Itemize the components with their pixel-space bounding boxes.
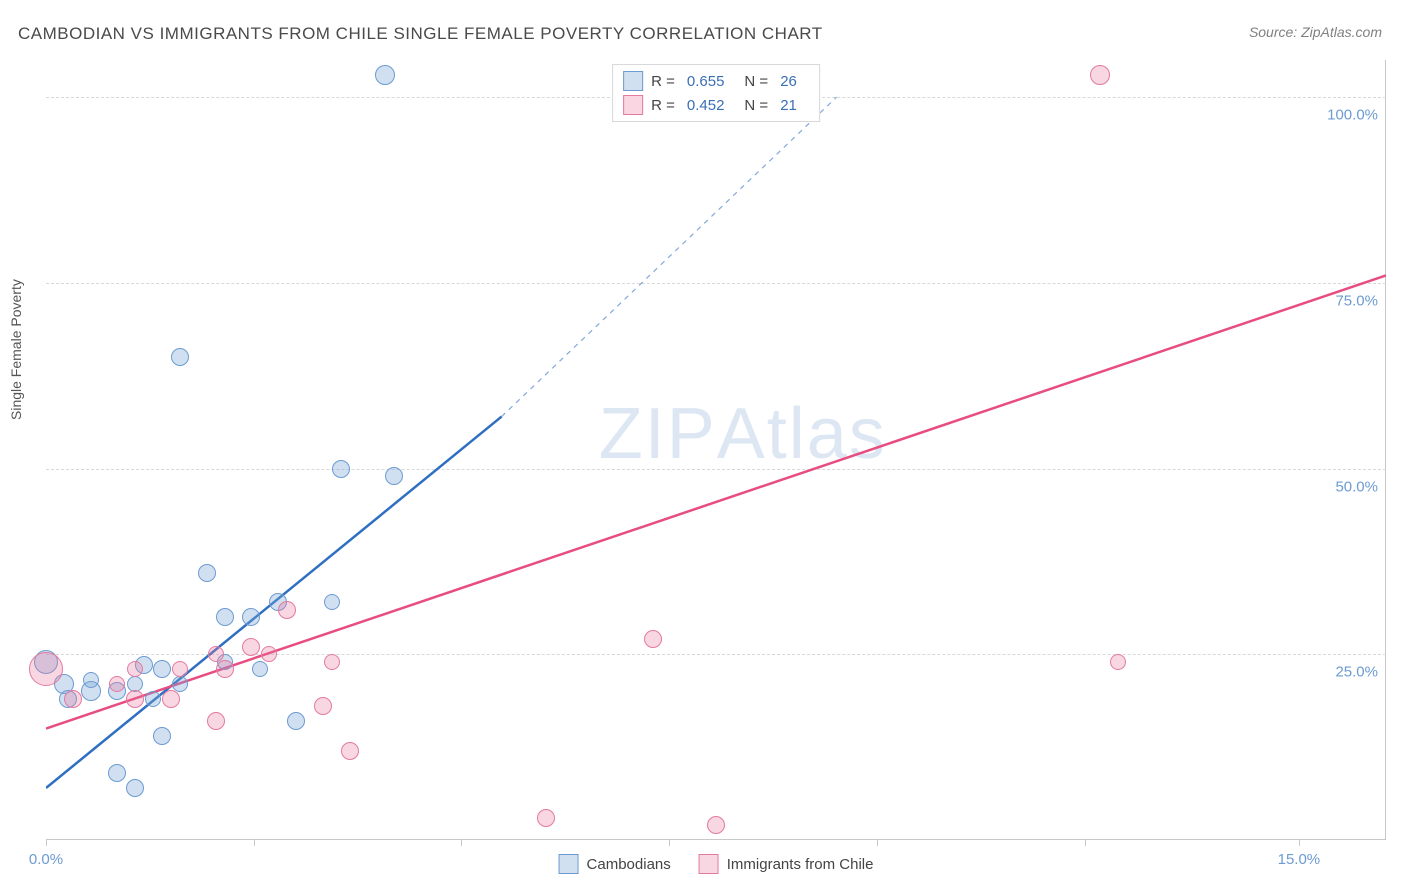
series-legend: Cambodians Immigrants from Chile xyxy=(559,854,874,874)
grid-line xyxy=(46,469,1386,470)
scatter-point-cambodians xyxy=(332,460,350,478)
scatter-point-cambodians xyxy=(198,564,216,582)
x-axis-line xyxy=(46,839,1386,840)
chart-title: CAMBODIAN VS IMMIGRANTS FROM CHILE SINGL… xyxy=(18,24,823,44)
y-tick-label: 100.0% xyxy=(1327,107,1378,124)
scatter-point-chile xyxy=(109,676,125,692)
scatter-point-cambodians xyxy=(108,764,126,782)
trend-line-chile xyxy=(46,275,1386,728)
watermark-zip: ZIP xyxy=(599,394,717,474)
legend-swatch xyxy=(559,854,579,874)
scatter-point-cambodians xyxy=(216,608,234,626)
scatter-point-chile xyxy=(707,816,725,834)
y-tick-label: 75.0% xyxy=(1335,292,1378,309)
x-tick xyxy=(1085,840,1086,846)
scatter-point-chile xyxy=(324,654,340,670)
chart-plot-area: ZIPAtlas R =0.655N =26R =0.452N =21 Camb… xyxy=(46,60,1386,840)
legend-swatch xyxy=(623,95,643,115)
right-axis-line xyxy=(1385,60,1386,840)
scatter-point-cambodians xyxy=(171,348,189,366)
legend-bottom-item-chile: Immigrants from Chile xyxy=(699,854,874,874)
scatter-point-chile xyxy=(127,661,143,677)
scatter-point-chile xyxy=(1110,654,1126,670)
legend-bottom-item-cambodians: Cambodians xyxy=(559,854,671,874)
legend-r-value: 0.655 xyxy=(687,73,725,90)
x-tick-label: 15.0% xyxy=(1278,851,1321,868)
trend-extrapolation-cambodians xyxy=(502,97,837,416)
x-tick xyxy=(1299,840,1300,846)
y-tick-label: 25.0% xyxy=(1335,664,1378,681)
scatter-point-chile xyxy=(216,660,234,678)
scatter-point-chile xyxy=(537,809,555,827)
source-label: Source: ZipAtlas.com xyxy=(1249,24,1382,40)
scatter-point-chile xyxy=(172,661,188,677)
scatter-point-cambodians xyxy=(375,65,395,85)
scatter-point-cambodians xyxy=(83,672,99,688)
legend-r-label: R = xyxy=(651,73,675,90)
x-tick xyxy=(461,840,462,846)
legend-swatch xyxy=(623,71,643,91)
scatter-point-chile xyxy=(261,646,277,662)
legend-swatch xyxy=(699,854,719,874)
scatter-point-chile xyxy=(126,690,144,708)
watermark-atlas: Atlas xyxy=(717,394,887,474)
x-tick xyxy=(669,840,670,846)
legend-r-label: R = xyxy=(651,97,675,114)
y-tick-label: 50.0% xyxy=(1335,478,1378,495)
x-tick xyxy=(877,840,878,846)
scatter-point-chile xyxy=(29,652,63,686)
x-tick xyxy=(46,840,47,846)
grid-line xyxy=(46,283,1386,284)
legend-series-label: Cambodians xyxy=(587,856,671,873)
y-axis-label: Single Female Poverty xyxy=(8,279,24,420)
scatter-point-chile xyxy=(1090,65,1110,85)
legend-series-label: Immigrants from Chile xyxy=(727,856,874,873)
scatter-point-chile xyxy=(64,690,82,708)
scatter-point-cambodians xyxy=(287,712,305,730)
scatter-point-cambodians xyxy=(242,608,260,626)
legend-row-chile: R = 0.452 N = 21 xyxy=(623,93,809,117)
scatter-point-cambodians xyxy=(126,779,144,797)
scatter-point-cambodians xyxy=(252,661,268,677)
legend-n-label: N = xyxy=(744,97,768,114)
scatter-point-chile xyxy=(314,697,332,715)
legend-n-value: 26 xyxy=(780,73,797,90)
scatter-point-cambodians xyxy=(153,727,171,745)
scatter-point-chile xyxy=(644,630,662,648)
scatter-point-chile xyxy=(278,601,296,619)
scatter-point-chile xyxy=(341,742,359,760)
legend-r-value: 0.452 xyxy=(687,97,725,114)
scatter-point-cambodians xyxy=(385,467,403,485)
scatter-point-cambodians xyxy=(145,691,161,707)
scatter-point-cambodians xyxy=(153,660,171,678)
scatter-point-cambodians xyxy=(324,594,340,610)
scatter-point-chile xyxy=(162,690,180,708)
x-tick xyxy=(254,840,255,846)
scatter-point-chile xyxy=(242,638,260,656)
watermark: ZIPAtlas xyxy=(599,393,887,475)
scatter-point-chile xyxy=(207,712,225,730)
legend-row-cambodians: R = 0.655 N = 26 xyxy=(623,69,809,93)
x-tick-label: 0.0% xyxy=(29,851,63,868)
legend-n-label: N = xyxy=(744,73,768,90)
trend-lines-layer xyxy=(46,60,1386,840)
correlation-legend: R = 0.655 N = 26 R = 0.452 N = 21 xyxy=(612,64,820,122)
legend-n-value: 21 xyxy=(780,97,797,114)
